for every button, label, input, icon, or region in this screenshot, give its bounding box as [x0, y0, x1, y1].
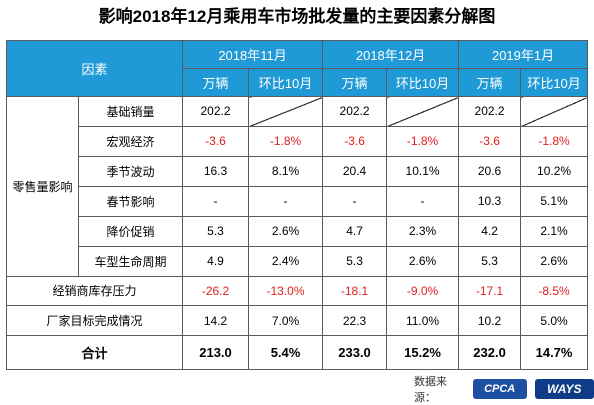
cell: 14.2 [182, 305, 250, 337]
period-header-3: 2019年1月 [458, 40, 589, 69]
cell: - [322, 185, 388, 217]
cell: -8.5% [520, 275, 589, 307]
cell: 22.3 [322, 305, 388, 337]
row-label: 车型生命周期 [77, 245, 184, 277]
empty-cell [248, 96, 324, 127]
cell: 10.2% [520, 155, 589, 187]
cell: 15.2% [386, 335, 460, 370]
row-label: 春节影响 [77, 185, 184, 217]
cpca-logo: CPCA [472, 379, 527, 399]
unit-header: 万辆 [322, 68, 388, 97]
cell: -3.6 [322, 125, 388, 157]
table-row: 车型生命周期 4.9 2.4% 5.3 2.6% 5.3 2.6% [7, 245, 589, 277]
table-row: 宏观经济 -3.6 -1.8% -3.6 -1.8% -3.6 -1.8% [7, 125, 589, 157]
cell: 5.1% [520, 185, 589, 217]
cell: -1.8% [248, 125, 324, 157]
cell: 11.0% [386, 305, 460, 337]
cell: 4.9 [182, 245, 250, 277]
cell: 233.0 [322, 335, 388, 370]
cell: -1.8% [386, 125, 460, 157]
empty-cell [386, 96, 460, 127]
change-header: 环比10月 [520, 68, 589, 97]
cell: -1.8% [520, 125, 589, 157]
cell: 202.2 [458, 96, 522, 127]
row-label: 季节波动 [77, 155, 184, 187]
table-row: 零售量影响 基础销量 202.2 202.2 202.2 [6, 96, 589, 277]
cell: 8.1% [248, 155, 324, 187]
factor-table: 因素 2018年11月 2018年12月 2019年1月 万辆 环比10月 万辆… [5, 40, 589, 370]
cell: 2.6% [520, 245, 589, 277]
cell: 4.7 [322, 215, 388, 247]
row-label: 降价促销 [77, 215, 184, 247]
cell: - [248, 185, 324, 217]
row-label: 合计 [5, 335, 184, 370]
cell: 202.2 [322, 96, 388, 127]
cell: 10.2 [458, 305, 522, 337]
factor-header: 因素 [5, 40, 184, 97]
cell: 20.4 [322, 155, 388, 187]
ways-logo: WAYS [534, 379, 594, 399]
cell: -3.6 [458, 125, 522, 157]
cell: 10.3 [458, 185, 522, 217]
total-row: 合计 213.0 5.4% 233.0 15.2% 232.0 14.7% [5, 335, 589, 370]
cell: 232.0 [458, 335, 522, 370]
table-row: 经销商库存压力 -26.2 -13.0% -18.1 -9.0% -17.1 -… [5, 275, 589, 307]
cell: 5.3 [322, 245, 388, 277]
row-label: 厂家目标完成情况 [5, 305, 184, 337]
cell: -3.6 [182, 125, 250, 157]
cell: -17.1 [458, 275, 522, 307]
table-row: 季节波动 16.3 8.1% 20.4 10.1% 20.6 10.2% [7, 155, 589, 187]
row-label: 经销商库存压力 [5, 275, 184, 307]
source-credit: 数据来源： CPCA WAYS [414, 376, 594, 404]
cell: 5.3 [458, 245, 522, 277]
row-label: 宏观经济 [77, 125, 184, 157]
cell: 2.3% [386, 215, 460, 247]
cell: 10.1% [386, 155, 460, 187]
period-header-1: 2018年11月 [182, 40, 324, 69]
cell: 5.3 [182, 215, 250, 247]
cell: 213.0 [182, 335, 250, 370]
cell: 20.6 [458, 155, 522, 187]
row-label: 基础销量 [77, 96, 184, 127]
period-header-2: 2018年12月 [322, 40, 460, 69]
unit-header: 万辆 [458, 68, 522, 97]
cell: - [182, 185, 250, 217]
cell: 2.1% [520, 215, 589, 247]
table-row: 春节影响 - - - - 10.3 5.1% [7, 185, 589, 217]
cell: 202.2 [182, 96, 250, 127]
cell: 5.0% [520, 305, 589, 337]
cell: 16.3 [182, 155, 250, 187]
empty-cell [520, 96, 589, 127]
cell: -9.0% [386, 275, 460, 307]
cell: 5.4% [248, 335, 324, 370]
change-header: 环比10月 [248, 68, 324, 97]
unit-header: 万辆 [182, 68, 250, 97]
table-row: 厂家目标完成情况 14.2 7.0% 22.3 11.0% 10.2 5.0% [5, 305, 589, 337]
group-label-retail: 零售量影响 [6, 96, 79, 277]
cell: 14.7% [520, 335, 589, 370]
cell: -13.0% [248, 275, 324, 307]
source-label: 数据来源： [414, 376, 447, 404]
cell: 4.2 [458, 215, 522, 247]
cell: -18.1 [322, 275, 388, 307]
cell: - [386, 185, 460, 217]
cell: -26.2 [182, 275, 250, 307]
change-header: 环比10月 [386, 68, 460, 97]
cell: 2.6% [386, 245, 460, 277]
table-row: 降价促销 5.3 2.6% 4.7 2.3% 4.2 2.1% [7, 215, 589, 247]
cell: 7.0% [248, 305, 324, 337]
cell: 2.4% [248, 245, 324, 277]
page-title: 影响2018年12月乘用车市场批发量的主要因素分解图 [98, 7, 496, 26]
cell: 2.6% [248, 215, 324, 247]
